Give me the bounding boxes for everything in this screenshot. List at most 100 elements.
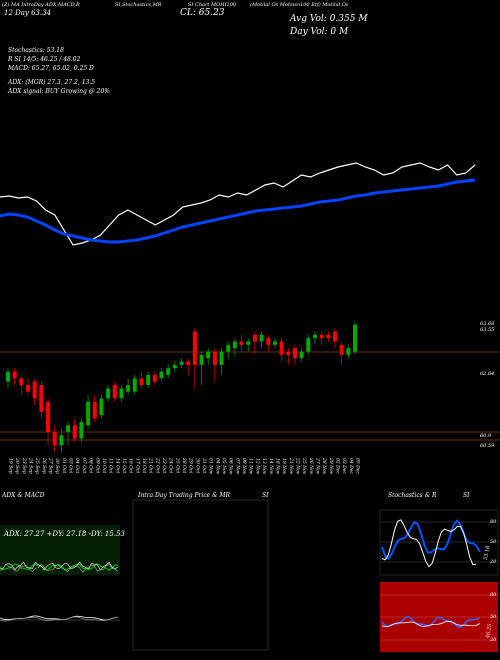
candle-body	[92, 401, 97, 419]
candle-body	[126, 385, 131, 392]
candle-body	[132, 378, 137, 392]
date-tick-label: 11 Nov	[248, 458, 254, 475]
date-tick-label: 23 Oct	[161, 457, 167, 473]
date-tick-label: 28 Oct	[181, 457, 187, 473]
candle-body	[26, 385, 31, 392]
date-tick-label: 24 Oct	[168, 457, 174, 473]
date-tick-label: 04 Oct	[74, 458, 80, 473]
candle-body	[112, 385, 117, 399]
candle-body	[252, 334, 257, 342]
macd-info: MACD: 65.27, 65.02, 0.25 D	[8, 65, 94, 72]
candle-body	[292, 348, 297, 359]
candle-body	[199, 354, 204, 365]
date-tick-label: 29 Oct	[188, 457, 194, 473]
date-tick-label: 07 Nov	[234, 458, 240, 475]
date-tick-label: 10 Oct	[101, 458, 107, 473]
candle-body	[172, 364, 177, 369]
candle-body	[279, 341, 284, 355]
candle-body	[39, 385, 44, 412]
candle-body	[206, 351, 211, 359]
candle-body	[353, 324, 357, 352]
rsi-50-label: 50	[490, 614, 497, 620]
rsi-20-label: 20	[490, 637, 497, 643]
adx-panel	[0, 525, 120, 650]
date-tick-label: 26 Sep	[41, 457, 47, 474]
candle-body	[186, 361, 191, 365]
date-tick-label: 13 Nov	[261, 458, 267, 475]
date-tick-label: 19 Nov	[281, 458, 287, 475]
date-tick-label: 24 Sep	[28, 457, 34, 474]
candle-body	[32, 381, 37, 399]
date-tick-label: 06 Nov	[228, 458, 234, 475]
rsi-info: R SI 14/5: 46.25 / 48.02	[8, 56, 81, 63]
date-tick-label: 22 Oct	[154, 457, 160, 473]
price-label-4: 60.59	[480, 443, 495, 449]
candle-body	[212, 351, 217, 365]
candle-body	[339, 344, 344, 355]
candle-body	[332, 331, 337, 342]
header-line2: SI,Stochastics,MR	[115, 2, 162, 8]
candle-body	[119, 388, 124, 399]
candle-body	[319, 334, 324, 339]
candle-body	[146, 374, 151, 385]
candle-panel: 19 Sep 20 Sep 23 Sep 24 Sep 25 Sep 26 Sep 27 S…	[0, 321, 500, 475]
stoch-80-label: 80	[490, 519, 497, 525]
date-tick-label: 19 Sep	[8, 458, 14, 474]
mrsi-title-a: Intra Day Trading Price & MR	[138, 492, 231, 499]
date-tick-label: 25 Sep	[34, 457, 40, 474]
candle-body	[226, 344, 231, 352]
candle-body	[46, 401, 51, 432]
date-tick-label: 21 Oct	[148, 457, 154, 473]
header-line3: SI Chart MOHI100	[188, 2, 237, 8]
adx-values: ADX: 27.27 +DY: 27.18 -DY: 15.53	[4, 530, 125, 538]
candle-body	[232, 341, 237, 349]
day-vol-label: Day Vol: 0 M	[290, 27, 349, 37]
date-tick-label: 22 Nov	[294, 457, 300, 475]
stoch-title-a: Stochastics & R	[388, 492, 437, 499]
price-label-2: 62.64	[480, 371, 495, 377]
date-tick-label: 01 Oct	[61, 458, 67, 473]
date-tick-label: 11 Oct	[108, 458, 114, 473]
candle-body	[192, 331, 197, 365]
date-tick-label: 08 Oct	[88, 458, 94, 473]
header-line4: (Motilal Os Mohnsn100 Etf) Motilal Os	[250, 2, 349, 8]
avg-vol-label: Avg Vol: 0.355 M	[290, 14, 368, 24]
candle-body	[306, 338, 311, 352]
candle-body	[266, 338, 271, 345]
date-tick-label: 04 Dec	[348, 458, 354, 474]
date-tick-label: 09 Oct	[94, 458, 100, 473]
mrsi-title-b: SI	[262, 492, 269, 499]
date-tick-label: 02 Dec	[334, 458, 340, 474]
stoch-title-b: SI	[463, 492, 470, 499]
candle-body	[239, 341, 244, 345]
price-label-1: 63.68	[480, 321, 495, 327]
date-tick-label: 05 Nov	[221, 458, 227, 475]
date-tick-label: 14 Nov	[268, 458, 274, 475]
ma-label: 12 Day 63.34	[4, 9, 52, 17]
date-tick-label: 21 Nov	[288, 457, 294, 475]
mrsi-panel	[132, 499, 269, 651]
stoch-20-label: 20	[490, 559, 497, 565]
date-tick-label: 14 Oct	[114, 458, 120, 473]
candle-body	[346, 348, 351, 355]
candle-body	[19, 378, 24, 385]
candle-body	[326, 334, 331, 339]
candle-body	[139, 378, 144, 385]
date-tick-label: 20 Sep	[14, 457, 20, 474]
candle-body	[86, 401, 91, 426]
rsi-80-label: 80	[490, 592, 497, 598]
date-tick-label: 12 Nov	[254, 458, 260, 475]
date-tick-label: 30 Oct	[194, 458, 200, 473]
date-tick-label: 26 Nov	[308, 457, 314, 475]
ma-panel	[0, 162, 476, 246]
date-tick-label: 27 Nov	[314, 457, 320, 475]
date-tick-label: 18 Oct	[141, 458, 147, 473]
close-label: CL: 65.23	[180, 8, 225, 18]
candle-body	[286, 351, 291, 355]
date-tick-label: 17 Oct	[134, 458, 140, 473]
date-tick-label: 28 Nov	[321, 457, 327, 475]
candle-body	[6, 371, 10, 382]
rsi-panel	[380, 582, 498, 652]
date-tick-label: 16 Oct	[128, 458, 134, 473]
adx-title: ADX & MACD	[2, 492, 45, 499]
